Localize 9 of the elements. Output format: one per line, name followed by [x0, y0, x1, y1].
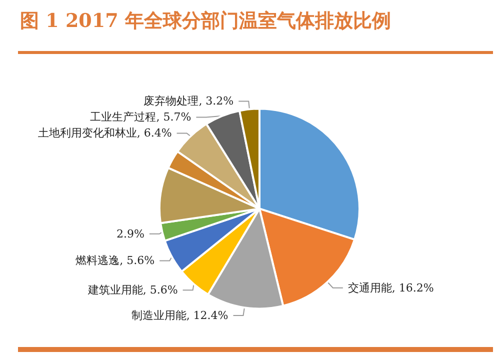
slice-label: 燃料逃逸, 5.6%: [76, 254, 155, 268]
slice-label: 废弃物处理, 3.2%: [144, 94, 234, 108]
slice-label: 工业生产过程, 5.7%: [90, 110, 192, 124]
data-label: 2.9%: [116, 227, 144, 240]
slice-label: 土地利用变化和林业, 6.4%: [38, 126, 172, 140]
slice-label: 交通用能, 16.2%: [348, 281, 434, 294]
chart-title: 图 1 2017 年全球分部门温室气体排放比例: [20, 9, 391, 34]
slice-label: 建筑业用能, 5.6%: [86, 284, 178, 297]
slice-label: 制造业用能, 12.4%: [131, 308, 228, 322]
